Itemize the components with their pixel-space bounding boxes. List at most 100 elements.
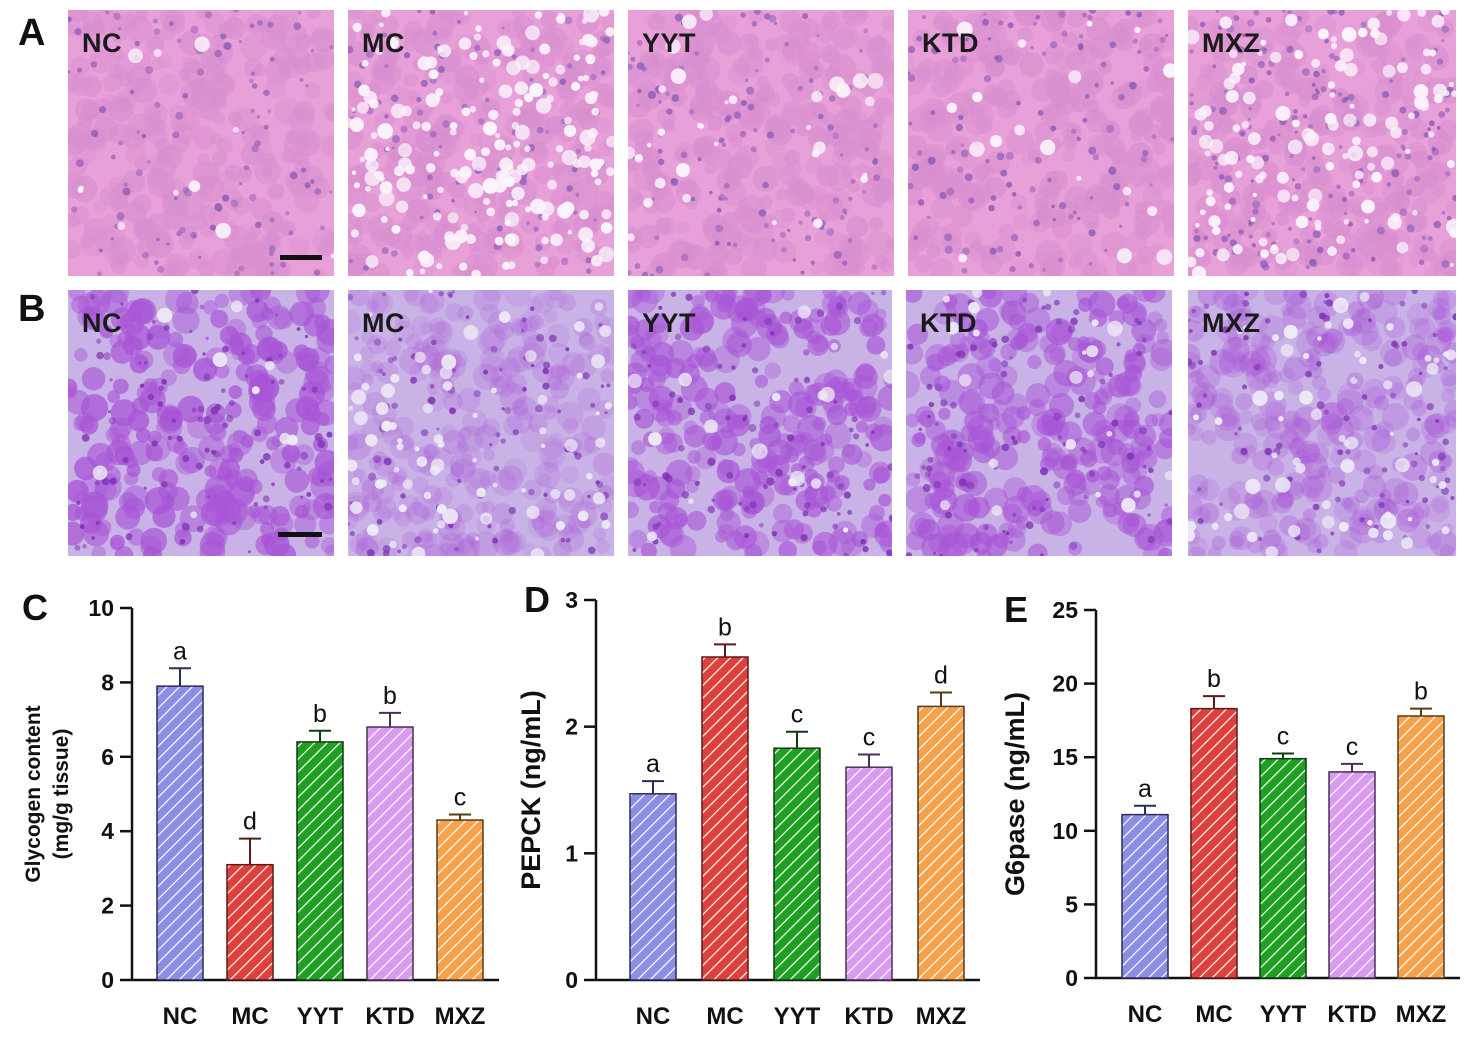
y-axis-label-line: PEPCK (ng/mL) xyxy=(516,690,546,890)
y-tick-label: 5 xyxy=(1065,891,1078,917)
bar-mxz xyxy=(1397,715,1445,979)
panel-letter-d: D xyxy=(524,579,550,620)
bar-nc xyxy=(629,793,677,981)
y-axis-label: Glycogen content (mg/g tissue) xyxy=(22,705,73,882)
significance-label: b xyxy=(718,613,732,641)
bar-nc xyxy=(1121,813,1169,979)
x-tick-label: NC xyxy=(1128,1001,1163,1028)
x-tick-label: MXZ xyxy=(435,1003,486,1030)
bar-yyt xyxy=(1259,757,1307,979)
y-tick-label: 0 xyxy=(1065,965,1078,991)
y-tick-label: 15 xyxy=(1052,744,1078,770)
x-tick-label: KTD xyxy=(1327,1001,1376,1028)
bar-ktd xyxy=(845,766,893,981)
bar-nc xyxy=(156,685,204,981)
bar-yyt xyxy=(296,741,344,981)
micrograph-label: YYT xyxy=(642,308,697,338)
tissue-texture xyxy=(628,290,892,556)
bar-mxz xyxy=(436,819,484,981)
x-tick-label: KTD xyxy=(365,1003,414,1030)
significance-label: c xyxy=(454,783,467,811)
pas-micrograph-ktd: KTD xyxy=(906,290,1172,556)
micrograph-label: MC xyxy=(362,28,405,58)
y-tick-label: 25 xyxy=(1052,597,1078,623)
x-tick-label: MC xyxy=(706,1003,743,1030)
x-tick-label: MXZ xyxy=(1396,1001,1447,1028)
y-axis-label-line: (mg/g tissue) xyxy=(50,729,73,860)
scale-bar xyxy=(280,255,322,260)
panel-letter-a: A xyxy=(18,12,46,54)
y-tick-label: 4 xyxy=(101,818,114,844)
y-tick-label: 10 xyxy=(88,595,114,621)
x-tick-label: YYT xyxy=(297,1003,344,1030)
micrograph-label: MXZ xyxy=(1202,28,1261,58)
significance-label: b xyxy=(383,682,397,710)
tissue-texture xyxy=(1188,290,1456,556)
panel-letter-c: C xyxy=(22,587,48,628)
significance-label: d xyxy=(243,808,257,836)
x-tick-label: MXZ xyxy=(916,1003,967,1030)
he-micrograph-yyt: YYT xyxy=(628,10,894,276)
significance-label: b xyxy=(1207,665,1221,693)
x-tick-label: YYT xyxy=(1260,1001,1307,1028)
significance-label: b xyxy=(1414,678,1428,706)
significance-label: c xyxy=(863,724,876,752)
y-axis-label-line: G6pase (ng/mL) xyxy=(1000,692,1030,896)
tissue-texture xyxy=(1188,10,1456,276)
bar-mxz xyxy=(917,705,965,981)
y-tick-label: 1 xyxy=(565,840,578,866)
he-micrograph-mxz: MXZ xyxy=(1188,10,1456,276)
significance-label: c xyxy=(1277,723,1290,751)
micrograph-label: YYT xyxy=(642,28,697,58)
bar-mc xyxy=(1190,707,1238,979)
x-tick-label: YYT xyxy=(774,1003,821,1030)
y-tick-label: 6 xyxy=(101,744,114,770)
x-tick-label: NC xyxy=(636,1003,671,1030)
significance-label: d xyxy=(934,661,948,689)
y-tick-label: 8 xyxy=(101,669,114,695)
x-tick-label: MC xyxy=(1195,1001,1232,1028)
significance-label: a xyxy=(1138,775,1152,803)
bar-mc xyxy=(226,863,274,981)
bar-ktd xyxy=(1328,771,1376,979)
micrograph-label: KTD xyxy=(922,28,979,58)
y-axis-label-line: Glycogen content xyxy=(22,705,45,882)
pas-micrograph-mxz: MXZ xyxy=(1188,290,1456,556)
pas-micrograph-yyt: YYT xyxy=(628,290,892,556)
x-tick-label: KTD xyxy=(844,1003,893,1030)
tissue-texture xyxy=(906,290,1172,556)
tissue-texture xyxy=(628,10,894,276)
tissue-texture xyxy=(348,10,614,276)
y-tick-label: 0 xyxy=(101,967,114,993)
micrograph-label: KTD xyxy=(920,308,977,338)
tissue-texture xyxy=(908,10,1174,276)
y-axis-label: G6pase (ng/mL) xyxy=(1000,692,1030,896)
tissue-texture xyxy=(68,290,334,556)
bar-ktd xyxy=(366,726,414,981)
pas-micrograph-nc: NC xyxy=(68,290,334,556)
x-tick-label: MC xyxy=(231,1003,268,1030)
panel-letter-b: B xyxy=(18,288,46,330)
significance-label: a xyxy=(646,750,660,778)
tissue-texture xyxy=(348,290,614,556)
pas-micrograph-mc: MC xyxy=(348,290,614,556)
y-tick-label: 3 xyxy=(565,587,578,613)
significance-label: a xyxy=(173,637,187,665)
y-tick-label: 0 xyxy=(565,967,578,993)
micrograph-label: MXZ xyxy=(1202,308,1261,338)
y-tick-label: 10 xyxy=(1052,818,1078,844)
significance-label: c xyxy=(1346,733,1359,761)
scale-bar xyxy=(278,532,322,537)
panel-letter-e: E xyxy=(1004,589,1028,630)
significance-label: b xyxy=(313,700,327,728)
significance-label: c xyxy=(791,701,804,729)
micrograph-label: NC xyxy=(82,28,122,58)
he-micrograph-ktd: KTD xyxy=(908,10,1174,276)
he-micrograph-mc: MC xyxy=(348,10,614,276)
micrograph-label: MC xyxy=(362,308,405,338)
y-axis-label: PEPCK (ng/mL) xyxy=(516,690,546,890)
tissue-texture xyxy=(68,10,334,276)
micrograph-label: NC xyxy=(82,308,122,338)
y-tick-label: 20 xyxy=(1052,671,1078,697)
